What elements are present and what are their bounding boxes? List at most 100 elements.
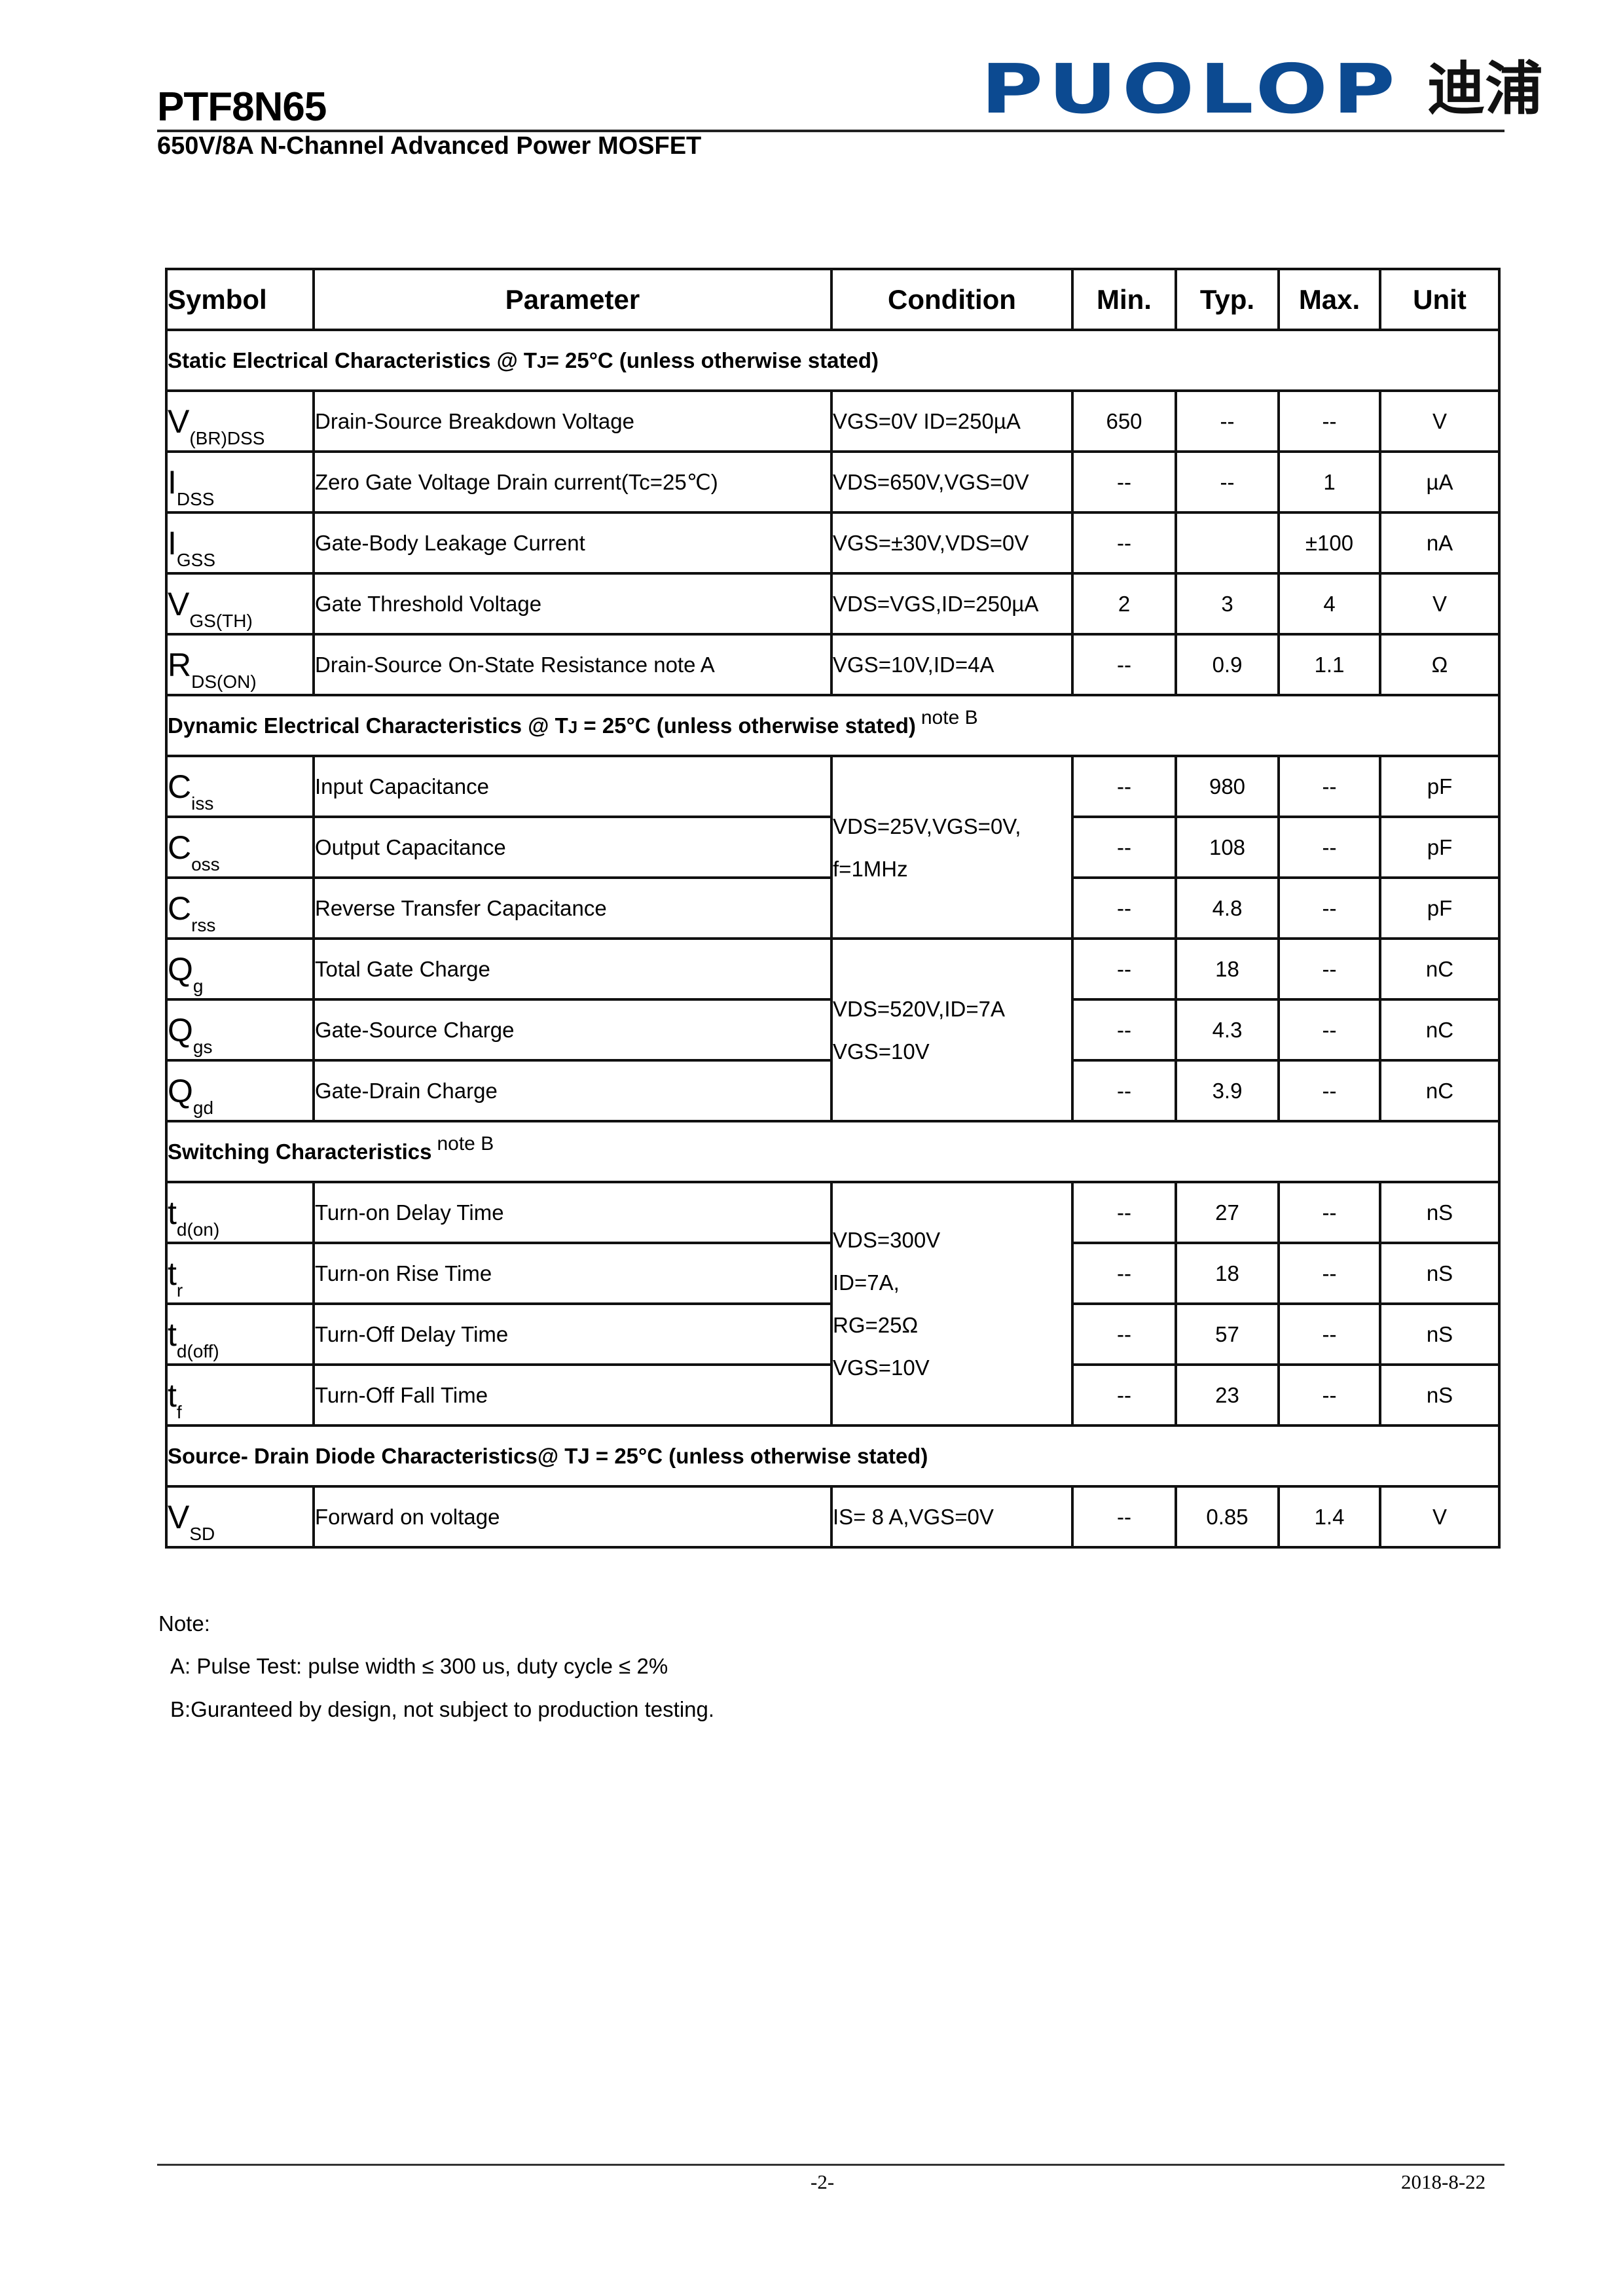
symbol-main: t — [168, 1316, 177, 1353]
min-cell: -- — [1071, 1059, 1177, 1122]
header-typ: Typ. — [1175, 268, 1280, 331]
max-cell: -- — [1277, 998, 1381, 1062]
typ-cell: 0.85 — [1175, 1485, 1280, 1549]
unit-cell: nC — [1379, 998, 1501, 1062]
min-cell: -- — [1071, 937, 1177, 1001]
min-cell: -- — [1071, 1302, 1177, 1366]
condition-cell: IS= 8 A,VGS=0V — [830, 1485, 1074, 1549]
symbol-subscript: DS(ON) — [191, 671, 257, 692]
symbol-main: C — [168, 889, 192, 927]
max-cell: ±100 — [1277, 511, 1381, 575]
table-row: VSD Forward on voltage IS= 8 A,VGS=0V -- 0.8… — [165, 1485, 1501, 1549]
table-row: VGS(TH) Gate Threshold Voltage VDS=VGS,ID=… — [165, 572, 1501, 636]
symbol-subscript: DSS — [176, 488, 215, 509]
min-cell: -- — [1071, 511, 1177, 575]
condition-cell: VGS=0V ID=250µA — [830, 389, 1074, 453]
condition-line: RG=25Ω — [833, 1313, 919, 1337]
electrical-characteristics-table: Symbol Parameter Condition Min. Typ. Max… — [165, 268, 1501, 1549]
page-number: -2- — [811, 2170, 835, 2193]
max-cell: -- — [1277, 1363, 1381, 1427]
condition-line: VDS=VGS,ID=250µA — [833, 592, 1039, 616]
table-row: td(on) Turn-on Delay Time VDS=300V ID=7A, RG… — [165, 1181, 1501, 1427]
min-cell: -- — [1071, 816, 1177, 879]
parameter-cell: Gate Threshold Voltage — [312, 572, 833, 636]
symbol-cell: Crss — [165, 876, 315, 940]
section-title-rest: = 25°C (unless otherwise stated) — [577, 713, 916, 738]
condition-cell: VGS=10V,ID=4A — [830, 633, 1074, 696]
typ-cell: 108 — [1175, 816, 1280, 879]
unit-cell: nS — [1379, 1181, 1501, 1244]
typ-cell: 0.9 — [1175, 633, 1280, 696]
symbol-subscript: GSS — [176, 549, 216, 570]
condition-cell: VDS=520V,ID=7A VGS=10V — [830, 937, 1074, 1122]
max-cell: 4 — [1277, 572, 1381, 636]
header-divider — [157, 130, 1504, 132]
max-cell: -- — [1277, 755, 1381, 818]
typ-cell: 3.9 — [1175, 1059, 1280, 1122]
condition-line: VDS=520V,ID=7A — [833, 996, 1005, 1021]
condition-line: VDS=25V,VGS=0V, — [833, 814, 1021, 838]
parameter-cell: Forward on voltage — [312, 1485, 833, 1549]
condition-line: VDS=650V,VGS=0V — [833, 470, 1029, 494]
symbol-cell: Ciss — [165, 755, 315, 818]
typ-cell: 980 — [1175, 755, 1280, 818]
parameter-cell: Turn-Off Delay Time — [312, 1302, 833, 1366]
typ-cell: -- — [1175, 389, 1280, 453]
symbol-main: Q — [168, 950, 193, 988]
symbol-main: Q — [168, 1011, 193, 1049]
min-cell: 2 — [1071, 572, 1177, 636]
table-row: Ciss Input Capacitance VDS=25V,VGS=0V, f=1M… — [165, 755, 1501, 940]
symbol-subscript: (BR)DSS — [189, 427, 265, 448]
unit-cell: Ω — [1379, 633, 1501, 696]
parameter-cell: Gate-Body Leakage Current — [312, 511, 833, 575]
table-row: Qg Total Gate Charge VDS=520V,ID=7A VGS=10V… — [165, 937, 1501, 1122]
typ-cell — [1175, 511, 1280, 575]
symbol-main: t — [168, 1194, 177, 1231]
table-row: Qgd Gate-Drain Charge -- 3.9 -- nC — [165, 1059, 1501, 1122]
symbol-main: t — [168, 1376, 177, 1414]
min-cell: -- — [1071, 1242, 1177, 1305]
max-cell: 1.1 — [1277, 633, 1381, 696]
condition-line: ID=7A, — [833, 1270, 900, 1295]
symbol-cell: VGS(TH) — [165, 572, 315, 636]
parameter-cell: Turn-on Rise Time — [312, 1242, 833, 1305]
table-row: tr Turn-on Rise Time -- 18 -- nS — [165, 1242, 1501, 1305]
section-title-text: Switching Characteristics — [168, 1139, 432, 1164]
note-b: B:Guranteed by design, not subject to pr… — [170, 1697, 715, 1721]
min-cell: 650 — [1071, 389, 1177, 453]
typ-cell: 23 — [1175, 1363, 1280, 1427]
symbol-subscript: oss — [191, 853, 220, 874]
symbol-main: I — [168, 524, 177, 562]
section-note: note B — [437, 1132, 494, 1155]
header-condition: Condition — [830, 268, 1074, 331]
table-row: tf Turn-Off Fall Time -- 23 -- nS — [165, 1363, 1501, 1427]
puolop-logo: PUOLOP 迪浦 — [981, 55, 1542, 123]
symbol-cell: td(off) — [165, 1302, 315, 1366]
symbol-main: C — [168, 829, 192, 866]
unit-cell: nA — [1379, 511, 1501, 575]
unit-cell: nC — [1379, 937, 1501, 1001]
symbol-subscript: d(off) — [176, 1340, 219, 1361]
symbol-cell: V(BR)DSS — [165, 389, 315, 453]
unit-cell: V — [1379, 1485, 1501, 1549]
symbol-main: V — [168, 585, 190, 622]
parameter-cell: Input Capacitance — [312, 755, 833, 818]
table-row: IDSS Zero Gate Voltage Drain current(Tc=2… — [165, 450, 1501, 514]
symbol-subscript: r — [176, 1280, 183, 1300]
symbol-subscript: g — [192, 975, 204, 996]
min-cell: -- — [1071, 755, 1177, 818]
table-row: RDS(ON) Drain-Source On-State Resistance … — [165, 633, 1501, 696]
note-heading: Note: — [158, 1611, 210, 1636]
parameter-cell: Turn-on Delay Time — [312, 1181, 833, 1244]
table-row: V(BR)DSS Drain-Source Breakdown Voltage VG… — [165, 389, 1501, 453]
footer-divider — [157, 2164, 1504, 2166]
max-cell: -- — [1277, 876, 1381, 940]
section-row: Switching Characteristics note B — [165, 1120, 1501, 1183]
section-row: Source- Drain Diode Characteristics@ TJ … — [165, 1424, 1501, 1488]
condition-cell: VDS=650V,VGS=0V — [830, 450, 1074, 514]
min-cell: -- — [1071, 1181, 1177, 1244]
unit-cell: V — [1379, 389, 1501, 453]
typ-cell: 57 — [1175, 1302, 1280, 1366]
condition-line: VDS=300V — [833, 1228, 941, 1252]
max-cell: -- — [1277, 1242, 1381, 1305]
